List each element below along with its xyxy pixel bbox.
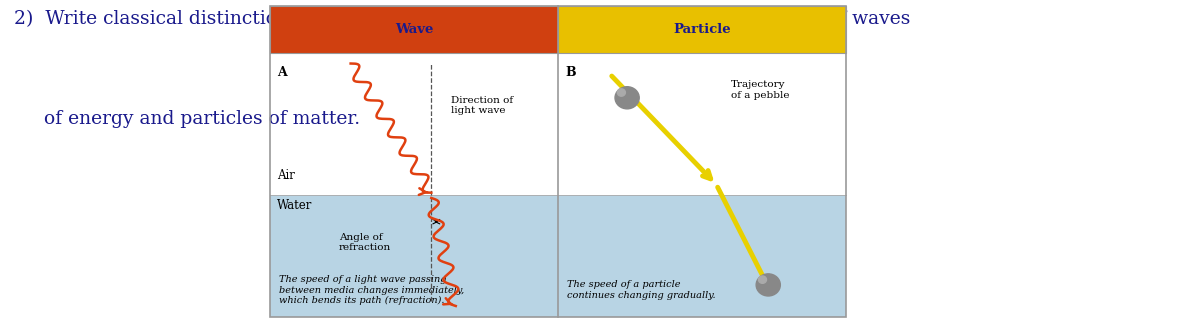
Text: The speed of a light wave passing
between media changes immediately,
which bends: The speed of a light wave passing betwee… bbox=[278, 275, 464, 305]
Text: Wave: Wave bbox=[395, 23, 433, 36]
Text: Particle: Particle bbox=[673, 23, 731, 36]
Text: Direction of
light wave: Direction of light wave bbox=[451, 96, 514, 115]
Text: B: B bbox=[565, 66, 576, 79]
Text: Air: Air bbox=[277, 169, 295, 182]
Text: A: A bbox=[277, 66, 287, 79]
Text: The speed of a particle
continues changing gradually.: The speed of a particle continues changi… bbox=[566, 280, 715, 300]
Text: Trajectory
of a pebble: Trajectory of a pebble bbox=[731, 80, 790, 99]
Text: Water: Water bbox=[277, 199, 312, 212]
Circle shape bbox=[617, 89, 625, 96]
Circle shape bbox=[616, 87, 640, 109]
Circle shape bbox=[758, 276, 767, 283]
Text: 2)  Write classical distinction (showing in the figure below) the between the be: 2) Write classical distinction (showing … bbox=[14, 10, 911, 28]
Circle shape bbox=[756, 274, 780, 296]
Text: of energy and particles of matter.: of energy and particles of matter. bbox=[14, 110, 360, 128]
Text: Angle of
refraction: Angle of refraction bbox=[340, 233, 391, 253]
